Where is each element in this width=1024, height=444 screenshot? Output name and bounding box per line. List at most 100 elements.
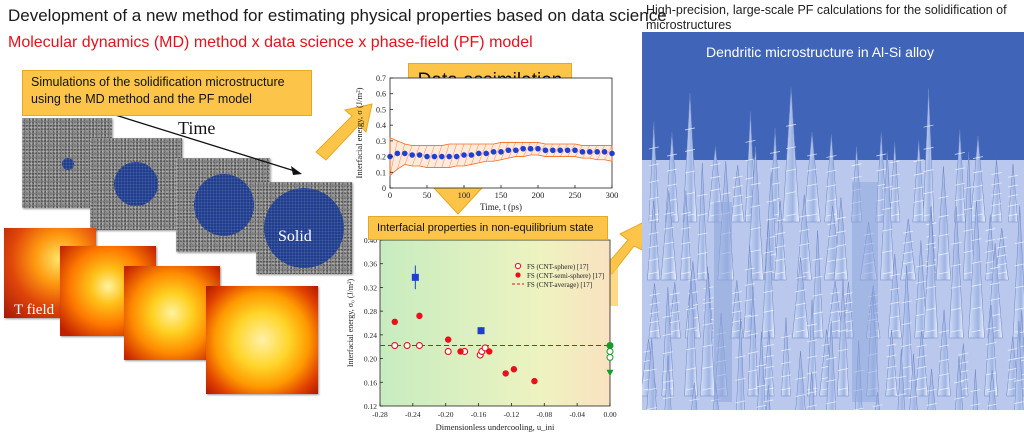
side-branch <box>763 250 774 254</box>
dendrite-arm <box>955 356 963 410</box>
side-branch <box>986 326 997 330</box>
semi-sphere-point <box>502 370 509 377</box>
side-branch <box>687 291 698 295</box>
time-arrowhead <box>291 166 302 175</box>
side-branch <box>915 313 926 317</box>
data-point <box>498 149 504 155</box>
side-branch <box>903 271 914 275</box>
side-branch <box>750 249 761 253</box>
side-branch <box>953 396 965 400</box>
legend-label: FS (CNT-semi-sphere) [17] <box>527 272 604 280</box>
md-frame-3 <box>176 158 270 252</box>
side-branch <box>996 262 1007 266</box>
y-tick-label: 0.3 <box>376 137 386 146</box>
data-point <box>527 145 534 152</box>
data-point <box>513 147 519 154</box>
dendrite-arm <box>697 163 708 281</box>
data-point <box>550 147 556 154</box>
band-hatch <box>478 143 487 163</box>
side-branch <box>826 213 837 217</box>
side-branch <box>837 368 849 371</box>
side-branch <box>775 271 786 275</box>
side-branch <box>971 329 982 333</box>
side-branch <box>953 380 965 384</box>
data-point <box>446 153 452 160</box>
band-hatch <box>397 143 405 170</box>
side-branch <box>926 403 937 406</box>
dendrite-arm <box>792 257 810 339</box>
side-branch <box>901 300 912 304</box>
dendrite-arm <box>736 318 745 410</box>
side-branch <box>666 183 678 187</box>
side-branch <box>986 342 997 345</box>
side-branch <box>812 293 823 297</box>
side-branch <box>987 403 998 407</box>
side-branch <box>702 387 713 391</box>
side-branch <box>963 271 974 275</box>
side-branch <box>648 231 659 235</box>
side-branch <box>827 246 838 250</box>
side-branch <box>812 311 823 315</box>
band-hatch <box>456 143 465 167</box>
side-branch <box>763 290 774 294</box>
side-branch <box>926 388 937 392</box>
side-branch <box>996 254 1007 258</box>
dendrite-arm <box>900 218 917 281</box>
side-branch <box>806 355 818 359</box>
side-branch <box>662 351 673 355</box>
dendrite-arm <box>1014 320 1024 410</box>
legend-symbol <box>515 272 521 278</box>
band-hatch <box>552 143 561 157</box>
side-branch <box>923 146 934 150</box>
band-hatch <box>500 142 509 160</box>
side-branch <box>882 185 893 189</box>
y-tick-label: 0.7 <box>376 74 386 83</box>
side-branch <box>903 251 914 254</box>
side-branch <box>915 264 926 268</box>
side-branch <box>1013 356 1024 360</box>
dendrite-trunk <box>852 182 878 402</box>
x-tick-label: -0.16 <box>471 410 487 419</box>
side-branch <box>826 401 837 405</box>
band-hatch <box>604 145 613 160</box>
x-tick-label: 300 <box>606 190 619 200</box>
data-point <box>579 149 586 155</box>
side-branch <box>925 242 936 246</box>
dendrite-arm <box>811 230 824 339</box>
side-branch <box>735 355 746 359</box>
side-branch <box>685 307 697 311</box>
side-branch <box>970 389 981 393</box>
y-tick-label: 0 <box>382 184 386 193</box>
dendrite-arm <box>880 151 895 281</box>
side-branch <box>829 301 841 304</box>
side-branch <box>669 320 680 324</box>
pf-frame-4 <box>206 286 318 394</box>
semi-sphere-point <box>416 312 423 320</box>
side-branch <box>837 348 849 352</box>
dendrite-arm <box>648 283 661 339</box>
band-hatch <box>582 145 590 159</box>
data-point <box>520 145 526 152</box>
side-branch <box>1007 184 1019 188</box>
dendrite-arm <box>668 282 681 339</box>
side-branch <box>648 245 659 248</box>
side-branch <box>986 357 997 361</box>
side-branch <box>938 252 949 256</box>
side-branch <box>915 280 926 284</box>
dendrite-arm <box>935 166 952 281</box>
side-branch <box>972 156 984 159</box>
data-point <box>542 147 549 154</box>
side-branch <box>886 354 897 358</box>
side-branch <box>685 367 697 371</box>
side-branch <box>996 237 1007 240</box>
dendrite-arm <box>646 338 657 410</box>
side-branch <box>663 256 674 260</box>
dendrite-arm <box>887 254 902 339</box>
side-branch <box>648 180 659 183</box>
solid-label: Solid <box>278 228 312 245</box>
data-point <box>394 150 401 157</box>
side-branch <box>991 172 1002 175</box>
side-branch <box>827 234 838 238</box>
side-branch <box>795 316 806 319</box>
side-branch <box>913 186 924 190</box>
